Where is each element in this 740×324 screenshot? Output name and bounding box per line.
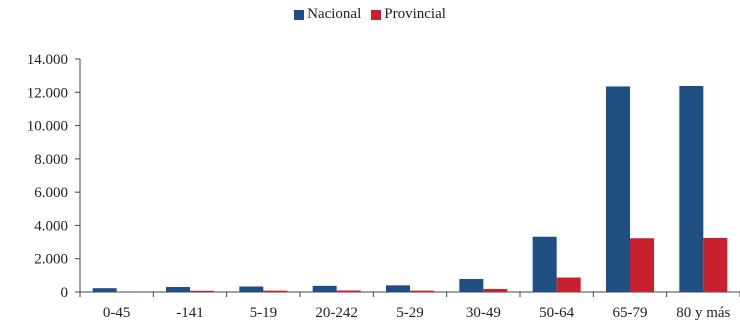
legend-swatch-provincial <box>371 9 382 20</box>
bar-nacional-4 <box>386 285 410 292</box>
y-tick-label: 2.000 <box>34 252 68 268</box>
y-tick-label: 12.000 <box>27 85 68 101</box>
y-tick-label: 10.000 <box>27 119 68 135</box>
x-tick-label: 65-79 <box>613 305 648 321</box>
bar-nacional-7 <box>606 86 630 292</box>
y-tick-label: 14.000 <box>27 52 68 68</box>
bar-nacional-1 <box>166 287 190 292</box>
bar-provincial-3 <box>336 290 361 292</box>
y-tick-label: 0 <box>61 285 69 301</box>
bar-provincial-6 <box>556 277 581 292</box>
bar-nacional-5 <box>459 279 484 292</box>
y-tick-label: 4.000 <box>34 218 68 234</box>
bar-provincial-5 <box>483 289 508 292</box>
x-tick-label: 50-64 <box>539 305 574 321</box>
x-tick-label: 5-29 <box>396 305 424 321</box>
x-tick-label: 5-19 <box>250 305 278 321</box>
x-tick-label: -141 <box>176 305 204 321</box>
y-tick-label: 8.000 <box>34 152 68 168</box>
bar-nacional-8 <box>679 85 704 292</box>
legend-swatch-nacional <box>294 9 305 20</box>
legend-label-nacional: Nacional <box>307 6 362 22</box>
bar-nacional-6 <box>532 236 557 292</box>
legend-item-provincial: Provincial <box>371 6 446 23</box>
bar-provincial-7 <box>630 238 654 292</box>
x-tick-label: 0-45 <box>103 305 131 321</box>
bar-provincial-2 <box>263 290 288 292</box>
bar-provincial-8 <box>703 237 728 292</box>
legend-item-nacional: Nacional <box>294 6 361 23</box>
legend-label-provincial: Provincial <box>384 6 446 22</box>
bar-nacional-0 <box>92 288 117 292</box>
bar-nacional-2 <box>239 286 264 292</box>
x-tick-label: 80 y más <box>676 305 730 321</box>
bar-nacional-3 <box>312 285 337 292</box>
bar-provincial-1 <box>190 290 214 292</box>
bar-provincial-4 <box>410 290 434 292</box>
chart-legend: Nacional Provincial <box>0 6 740 23</box>
x-tick-label: 30-49 <box>466 305 501 321</box>
y-tick-label: 6.000 <box>34 185 68 201</box>
x-tick-label: 20-242 <box>315 305 358 321</box>
